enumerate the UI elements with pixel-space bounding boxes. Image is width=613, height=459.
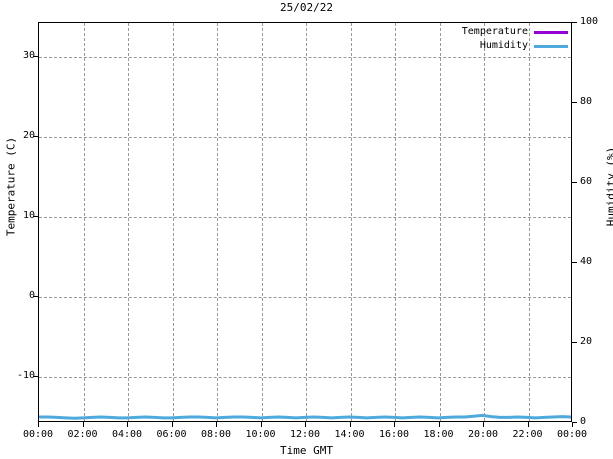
legend-color-swatch: [534, 44, 568, 48]
y-axis-right-tick-label: 100: [580, 16, 599, 27]
y-axis-left-tick-label: 0: [28, 290, 35, 302]
y-axis-left-tick-label: 30: [22, 50, 35, 62]
x-axis-tick-mark: [483, 422, 484, 427]
gridline-horizontal: [39, 217, 571, 219]
x-axis-tick-mark: [171, 422, 173, 427]
y-axis-right-tick-label: 40: [580, 256, 593, 267]
y-axis-right-tick-label: 80: [580, 96, 593, 107]
x-axis-tick-mark: [305, 422, 306, 427]
series-line-humidity: [39, 415, 571, 418]
gridline-vertical: [395, 23, 396, 421]
x-axis-tick-mark: [394, 422, 395, 427]
x-axis-tick-label: 08:00: [200, 429, 232, 440]
y2-axis-tick-mark: [572, 102, 577, 103]
chart-legend: Temperature Humidity: [440, 26, 568, 54]
x-axis-tick-label: 12:00: [289, 429, 321, 440]
gridline-vertical: [484, 23, 485, 421]
x-axis-tick-mark: [82, 422, 84, 427]
x-axis-tick-mark: [38, 422, 39, 427]
legend-label: Temperature: [461, 26, 528, 37]
legend-item-humidity[interactable]: Humidity: [440, 40, 568, 52]
x-axis-tick-mark: [260, 422, 262, 427]
x-axis-tick-label: 02:00: [67, 429, 98, 440]
gridline-horizontal: [39, 297, 571, 299]
gridline-vertical: [261, 23, 263, 421]
gridline-vertical: [217, 23, 218, 421]
y-axis-left-tick-label: 20: [22, 130, 35, 142]
x-axis-tick-mark: [572, 422, 573, 427]
y2-axis-tick-mark: [572, 182, 577, 183]
y-axis-right-tick-label: 60: [580, 176, 593, 187]
y2-axis-tick-mark: [572, 342, 577, 343]
x-axis-tick-label: 18:00: [423, 429, 454, 440]
x-axis-tick-mark: [438, 422, 440, 427]
y2-axis-tick-mark: [572, 262, 577, 263]
y-axis-tick-mark: [33, 56, 38, 58]
y2-axis-tick-mark: [572, 22, 577, 23]
y-axis-tick-mark: [33, 296, 38, 298]
gridline-horizontal: [39, 137, 571, 139]
gridline-horizontal: [39, 57, 571, 59]
y-axis-left-tick-label: 10: [22, 210, 35, 222]
y-axis-left-title: Temperature (C): [4, 136, 18, 237]
gridline-vertical: [439, 23, 441, 421]
y-axis-right-tick-label: 20: [580, 336, 593, 347]
gridline-vertical: [83, 23, 85, 421]
y-axis-tick-mark: [33, 376, 38, 378]
x-axis-tick-label: 04:00: [111, 429, 143, 440]
gridline-vertical: [128, 23, 129, 421]
x-axis-tick-label: 00:00: [22, 429, 54, 440]
x-axis-tick-label: 16:00: [378, 429, 410, 440]
x-axis-tick-label: 10:00: [245, 429, 276, 440]
y-axis-right-title: Humidity (%): [604, 146, 613, 227]
gridline-vertical: [350, 23, 352, 421]
x-axis-tick-label: 14:00: [334, 429, 365, 440]
x-axis-tick-mark: [349, 422, 351, 427]
legend-item-temperature[interactable]: Temperature: [440, 26, 568, 38]
series-layer: [39, 23, 571, 421]
x-axis-tick-label: 20:00: [467, 429, 499, 440]
y-axis-left-tick-label: -10: [16, 370, 35, 382]
legend-color-swatch: [534, 30, 568, 34]
x-axis-tick-label: 22:00: [512, 429, 543, 440]
y2-axis-tick-mark: [572, 422, 577, 423]
x-axis-tick-label: 06:00: [156, 429, 187, 440]
gridline-horizontal: [39, 377, 571, 379]
plot-area: [38, 22, 572, 422]
gridline-vertical: [172, 23, 174, 421]
y-axis-tick-mark: [33, 136, 38, 138]
gridline-vertical: [306, 23, 307, 421]
legend-label: Humidity: [479, 40, 528, 51]
chart-title: 25/02/22: [280, 1, 333, 14]
gridline-vertical: [528, 23, 530, 421]
x-axis-tick-mark: [527, 422, 529, 427]
x-axis-tick-mark: [216, 422, 217, 427]
x-axis-title: Time GMT: [280, 444, 333, 457]
x-axis-tick-mark: [127, 422, 128, 427]
x-axis-tick-label: 00:00: [556, 429, 588, 440]
y-axis-tick-mark: [33, 216, 38, 218]
y-axis-right-tick-label: 0: [580, 416, 587, 427]
